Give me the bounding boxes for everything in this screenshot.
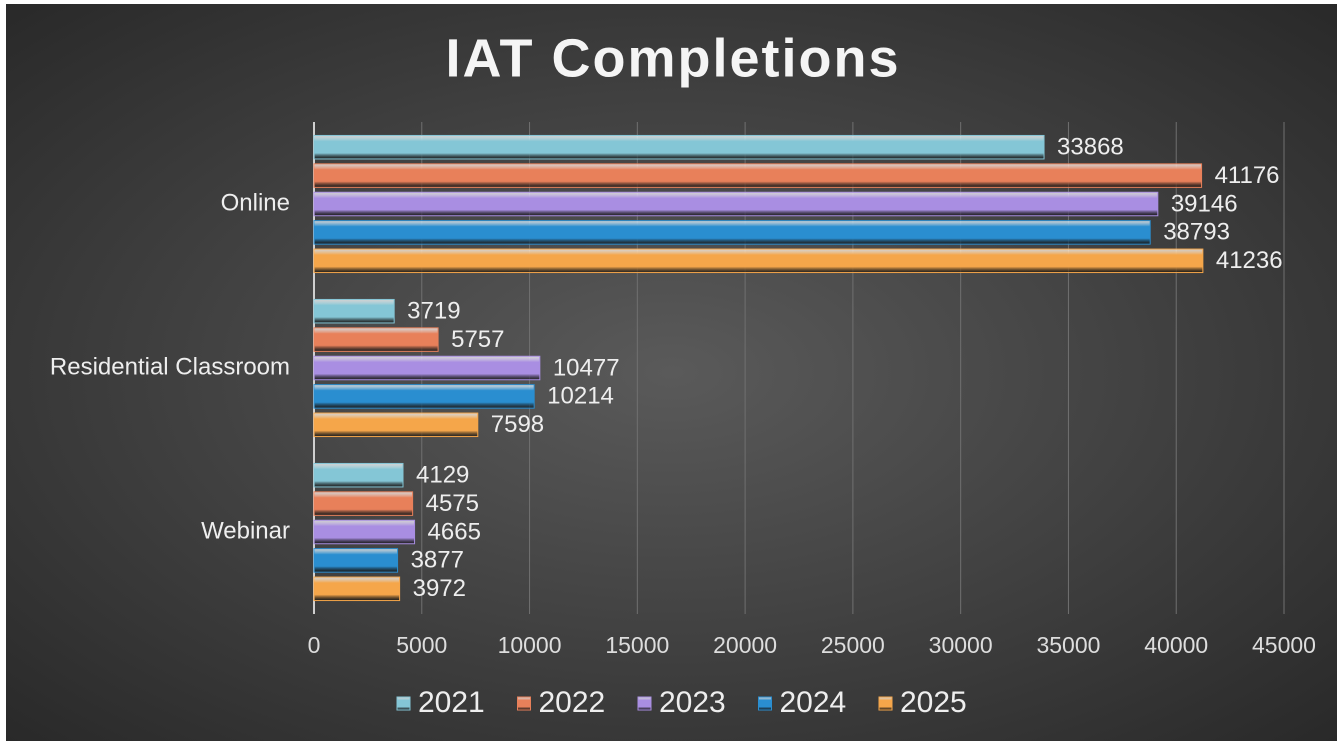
data-label: 39146	[1171, 190, 1238, 217]
y-tick-label: Online	[221, 189, 290, 216]
y-tick-label: Residential Classroom	[50, 353, 290, 380]
bar	[313, 163, 1203, 188]
bar	[313, 298, 395, 324]
bar	[313, 384, 535, 409]
x-tick-label: 10000	[498, 632, 562, 658]
x-tick-label: 45000	[1252, 632, 1316, 658]
legend-swatch	[637, 696, 652, 711]
x-tick-label: 15000	[605, 632, 669, 658]
legend-label: 2024	[780, 686, 847, 719]
bar	[313, 191, 1159, 217]
chart-background	[6, 4, 1337, 741]
legend-label: 2023	[659, 686, 726, 719]
data-label: 7598	[491, 411, 544, 438]
x-tick-label: 25000	[821, 632, 885, 658]
data-label: 33868	[1057, 134, 1124, 161]
data-label: 5757	[451, 326, 504, 353]
bar	[313, 462, 404, 488]
data-label: 10214	[547, 383, 614, 410]
legend-label: 2021	[418, 686, 485, 719]
x-tick-label: 20000	[713, 632, 777, 658]
x-tick-label: 40000	[1144, 632, 1208, 658]
data-label: 4665	[428, 518, 481, 545]
x-tick-label: 0	[308, 632, 321, 658]
legend-swatch	[758, 696, 772, 711]
bar	[313, 548, 399, 573]
data-label: 41236	[1216, 247, 1283, 274]
bar	[313, 491, 414, 516]
y-tick-label: Webinar	[201, 517, 290, 544]
legend-swatch	[878, 696, 893, 711]
bar	[313, 134, 1045, 160]
x-tick-label: 30000	[929, 632, 993, 658]
x-tick-label: 5000	[396, 632, 447, 658]
data-label: 3719	[407, 298, 460, 325]
bar	[313, 220, 1151, 245]
data-label: 3972	[413, 575, 466, 602]
bar	[313, 355, 541, 381]
data-label: 4575	[426, 490, 479, 517]
legend-swatch	[396, 696, 411, 711]
chart-title: IAT Completions	[446, 28, 901, 88]
bar	[313, 248, 1204, 274]
data-label: 41176	[1215, 162, 1280, 189]
x-tick-label: 35000	[1036, 632, 1100, 658]
data-label: 38793	[1163, 219, 1230, 246]
bar	[313, 412, 479, 438]
data-label: 4129	[416, 462, 469, 489]
bar	[313, 519, 416, 545]
data-label: 3877	[411, 547, 464, 574]
data-label: 10477	[553, 354, 620, 381]
bar	[313, 576, 401, 602]
legend-swatch	[517, 696, 531, 711]
bar	[313, 327, 439, 352]
legend-label: 2025	[900, 686, 967, 719]
legend-label: 2022	[539, 686, 606, 719]
